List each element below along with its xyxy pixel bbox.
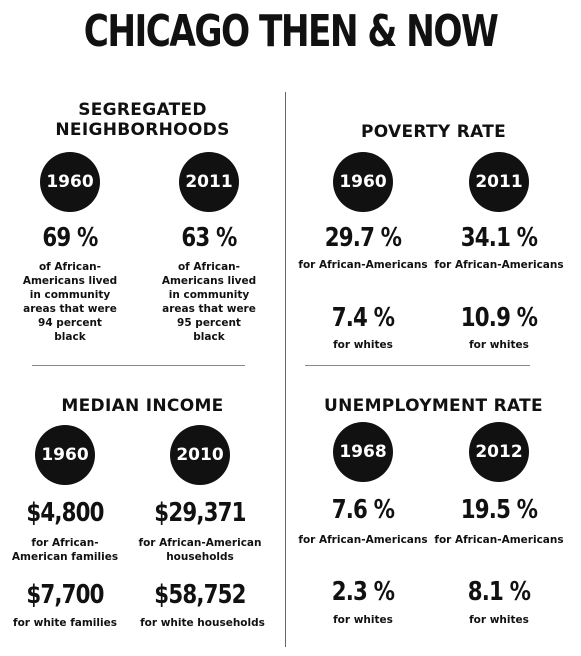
caption-line: 95 percent: [177, 317, 241, 329]
stat-value: 8.1 %: [467, 577, 531, 607]
stat-value: $29,371: [154, 498, 246, 528]
year-badge: 1960: [35, 425, 95, 485]
caption-line: in community: [29, 289, 111, 301]
caption-line: areas that were: [162, 303, 256, 315]
stat-caption: of African- Americans lived in community…: [149, 260, 269, 344]
year-badge: 1960: [333, 152, 393, 212]
vertical-divider: [285, 92, 286, 647]
stat-caption: for whites: [333, 339, 393, 351]
year-badge: 1960: [40, 152, 100, 212]
stat-caption: for white households: [140, 617, 265, 629]
stat-value: 10.9 %: [460, 303, 538, 333]
stat-caption: for African-Americans: [434, 259, 564, 271]
year-badge: 2012: [469, 422, 529, 482]
caption-line: black: [54, 331, 86, 343]
caption-line: areas that were: [23, 303, 117, 315]
stat-value: 63 %: [181, 223, 237, 253]
stat-value: 29.7 %: [324, 223, 402, 253]
stat-caption: for whites: [469, 614, 529, 626]
stat-value: 34.1 %: [460, 223, 538, 253]
stat-value: $58,752: [154, 580, 246, 610]
stat-caption: for whites: [333, 614, 393, 626]
stat-caption: for African-Americans: [298, 534, 428, 546]
caption-line: in community: [168, 289, 250, 301]
stat-value: 2.3 %: [331, 577, 395, 607]
poverty-heading: POVERTY RATE: [360, 122, 507, 142]
caption-line: for African-: [31, 537, 99, 549]
caption-line: Americans lived: [22, 275, 118, 287]
right-horizontal-divider: [305, 365, 530, 366]
stat-caption: for African-Americans: [298, 259, 428, 271]
stat-caption: for whites: [469, 339, 529, 351]
unemployment-heading: UNEMPLOYMENT RATE: [324, 396, 543, 416]
stat-caption: for African-American households: [135, 536, 265, 564]
segregated-heading-line1: SEGREGATED: [78, 100, 207, 120]
segregated-heading: SEGREGATED NEIGHBORHOODS: [0, 100, 285, 140]
stat-caption: of African- Americans lived in community…: [10, 260, 130, 344]
stat-value: 7.6 %: [331, 495, 395, 525]
year-badge: 2011: [469, 152, 529, 212]
caption-line: for African-American: [138, 537, 262, 549]
caption-line: of African-: [38, 261, 102, 273]
year-badge: 1968: [333, 422, 393, 482]
caption-line: households: [166, 551, 234, 563]
stat-value: $7,700: [26, 580, 104, 610]
stat-caption: for African-Americans: [434, 534, 564, 546]
caption-line: black: [193, 331, 225, 343]
stat-value: $4,800: [26, 498, 104, 528]
caption-line: 94 percent: [38, 317, 102, 329]
stat-caption: for white families: [13, 617, 117, 629]
year-badge: 2011: [179, 152, 239, 212]
stat-value: 7.4 %: [331, 303, 395, 333]
stat-caption: for African- American families: [5, 536, 125, 564]
stat-value: 19.5 %: [460, 495, 538, 525]
year-badge: 2010: [170, 425, 230, 485]
caption-line: of African-: [177, 261, 241, 273]
caption-line: Americans lived: [161, 275, 257, 287]
segregated-heading-line2: NEIGHBORHOODS: [55, 120, 230, 140]
caption-line: American families: [11, 551, 119, 563]
stat-value: 69 %: [42, 223, 98, 253]
page-title: CHICAGO THEN & NOW: [83, 6, 499, 57]
income-heading: MEDIAN INCOME: [61, 396, 224, 416]
left-horizontal-divider: [32, 365, 245, 366]
